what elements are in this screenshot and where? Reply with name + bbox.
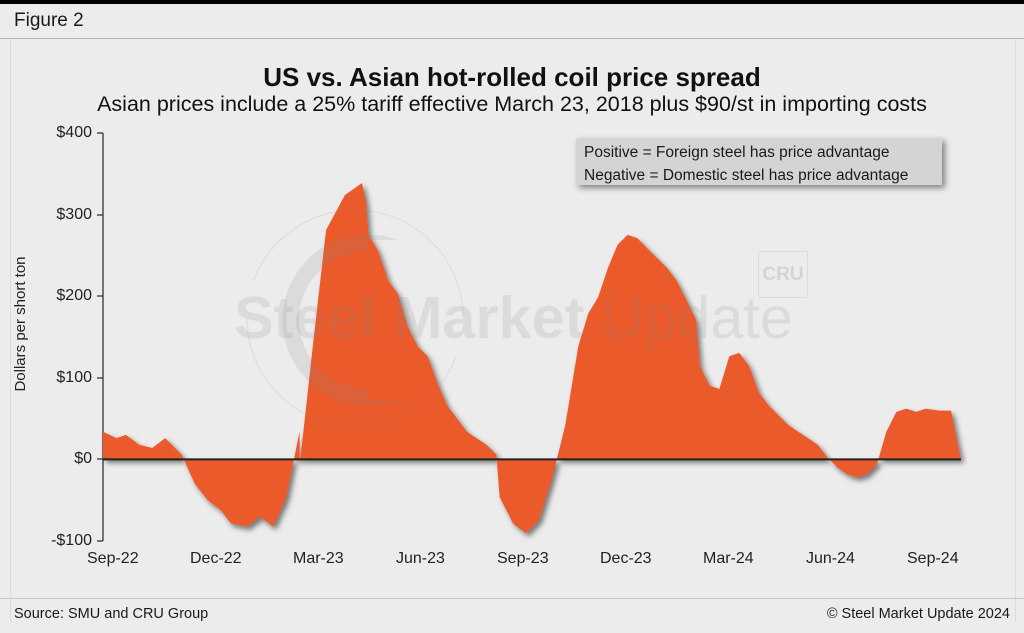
svg-text:Steel Market Update: Steel Market Update — [234, 284, 793, 351]
